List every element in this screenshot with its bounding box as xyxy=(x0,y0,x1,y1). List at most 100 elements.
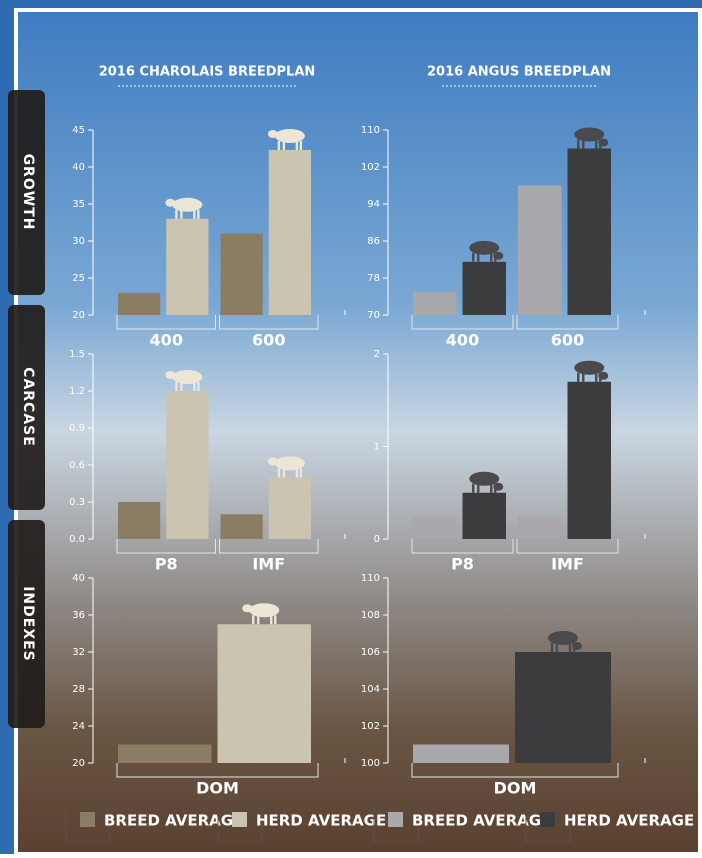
cow-body xyxy=(274,456,305,471)
cow-leg xyxy=(257,615,260,625)
y-tick-label: 108 xyxy=(361,610,380,621)
y-tick-label: 30 xyxy=(72,236,85,247)
y-tick-label: 2 xyxy=(374,349,380,360)
x-tick-label: IMF xyxy=(551,555,584,574)
bar xyxy=(118,502,161,539)
bar xyxy=(518,185,562,315)
cow-leg xyxy=(472,483,475,493)
y-tick-label: 25 xyxy=(72,273,85,284)
cow-head xyxy=(267,129,278,138)
bar xyxy=(118,292,161,315)
column-title: 2016 ANGUS BREEDPLAN xyxy=(427,65,611,80)
cow-leg xyxy=(277,140,281,150)
cow-icon xyxy=(242,603,280,625)
cow-leg xyxy=(299,468,303,478)
category-bracket xyxy=(411,315,514,330)
bar xyxy=(413,291,457,315)
cow-leg xyxy=(477,483,480,493)
y-tick-label: 100 xyxy=(361,758,380,769)
bar xyxy=(462,492,506,539)
legend-frame xyxy=(217,797,263,843)
y-tick-label: 1 xyxy=(374,442,380,453)
y-tick-label: 40 xyxy=(72,162,85,173)
cow-body xyxy=(469,471,500,486)
cow-icon xyxy=(574,127,609,149)
cow-icon xyxy=(267,456,305,478)
legend-label: BREED AVERAGE xyxy=(412,812,551,830)
cow-leg xyxy=(270,615,273,625)
cow-leg xyxy=(175,209,178,219)
x-tick-label: P8 xyxy=(155,555,178,574)
bar xyxy=(567,148,611,315)
legend-label: BREED AVERAGE xyxy=(104,812,243,830)
cow-leg xyxy=(490,252,493,262)
cow-leg xyxy=(582,139,585,149)
x-tick-label: P8 xyxy=(451,555,474,574)
x-tick-label: 400 xyxy=(150,331,183,350)
bar xyxy=(220,514,263,539)
category-bracket xyxy=(219,539,319,554)
y-tick-label: 94 xyxy=(367,199,380,210)
y-tick-label: 0.6 xyxy=(69,460,85,471)
x-tick-label: 600 xyxy=(252,331,285,350)
bar xyxy=(567,381,611,539)
x-tick-label: IMF xyxy=(252,555,285,574)
y-tick-label: 70 xyxy=(367,310,380,321)
cow-icon xyxy=(267,128,305,150)
category-bracket xyxy=(411,539,514,554)
cow-leg xyxy=(197,209,200,219)
legend-frame xyxy=(373,797,419,843)
legend-frame xyxy=(525,797,571,843)
cow-leg xyxy=(599,139,602,149)
category-bracket xyxy=(116,315,216,330)
category-bracket xyxy=(219,315,319,330)
cow-icon xyxy=(165,197,203,219)
y-tick-label: 36 xyxy=(72,610,85,621)
bar xyxy=(462,261,506,315)
cow-leg xyxy=(299,140,303,150)
cow-icon xyxy=(574,360,609,382)
legend-label: HERD AVERAGE xyxy=(256,812,386,830)
y-tick-label: 78 xyxy=(367,273,380,284)
cow-head xyxy=(267,457,278,466)
cow-leg xyxy=(595,139,598,149)
bar xyxy=(118,744,212,763)
y-tick-label: 28 xyxy=(72,684,85,695)
cow-leg xyxy=(282,140,286,150)
cow-leg xyxy=(568,643,572,652)
section-label: GROWTH xyxy=(20,154,36,231)
bar xyxy=(518,515,562,539)
cow-leg xyxy=(193,209,196,219)
bar xyxy=(515,652,611,763)
x-tick-label: DOM xyxy=(196,779,239,798)
cow-leg xyxy=(572,643,576,652)
cow-leg xyxy=(277,468,281,478)
y-tick-label: 20 xyxy=(72,758,85,769)
section-tab xyxy=(8,305,45,510)
cow-icon xyxy=(548,631,582,652)
y-tick-label: 110 xyxy=(361,125,380,136)
category-bracket xyxy=(116,539,216,554)
cow-body xyxy=(172,197,203,212)
cow-leg xyxy=(274,615,277,625)
bar xyxy=(166,218,209,315)
cow-body xyxy=(274,128,305,143)
column-title: 2016 CHAROLAIS BREEDPLAN xyxy=(99,65,316,80)
cow-head xyxy=(165,371,176,379)
cow-leg xyxy=(494,252,497,262)
legend-swatch xyxy=(232,812,247,827)
cow-body xyxy=(574,127,605,142)
cow-body xyxy=(249,603,280,618)
cow-icon xyxy=(469,471,504,493)
legend-frame xyxy=(65,797,111,843)
cow-leg xyxy=(175,382,178,391)
y-tick-label: 102 xyxy=(361,721,380,732)
cow-leg xyxy=(477,252,480,262)
section-tab xyxy=(8,90,45,295)
cow-head xyxy=(242,604,253,613)
cow-body xyxy=(574,360,605,375)
cow-body xyxy=(548,631,578,645)
y-tick-label: 1.5 xyxy=(69,349,85,360)
cow-leg xyxy=(577,139,580,149)
x-tick-label: 400 xyxy=(446,331,479,350)
